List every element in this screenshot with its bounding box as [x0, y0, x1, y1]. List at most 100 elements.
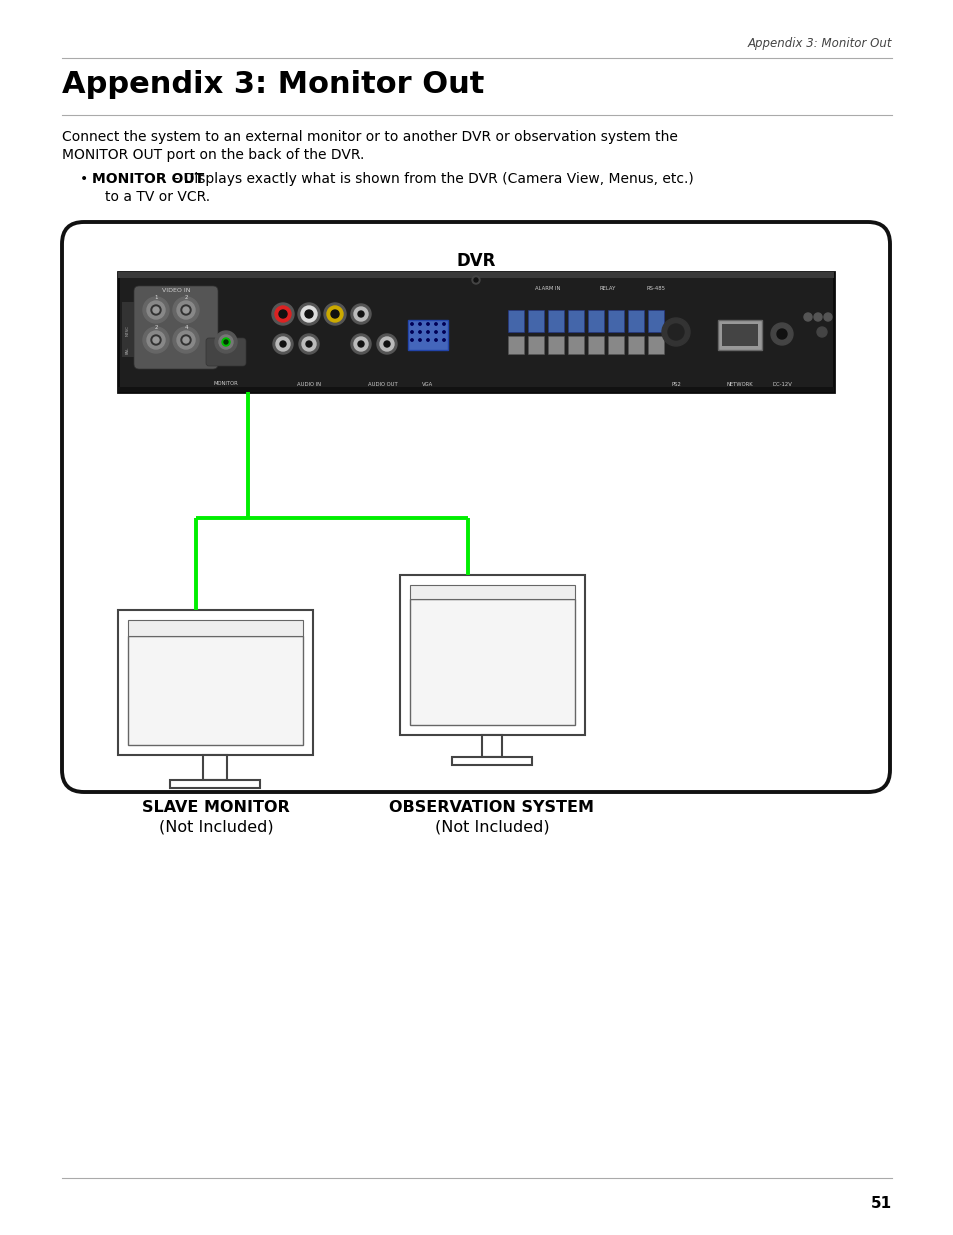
Text: 2: 2 — [184, 295, 188, 300]
Circle shape — [324, 303, 346, 325]
Circle shape — [147, 331, 165, 350]
Circle shape — [813, 312, 821, 321]
Circle shape — [272, 303, 294, 325]
Bar — [647, 336, 663, 354]
Circle shape — [379, 337, 394, 351]
Circle shape — [435, 338, 436, 341]
Circle shape — [151, 335, 161, 345]
Bar — [203, 755, 227, 781]
Bar — [399, 576, 584, 735]
Bar — [587, 336, 603, 354]
Circle shape — [305, 310, 313, 317]
Circle shape — [770, 324, 792, 345]
Circle shape — [816, 327, 826, 337]
Bar — [410, 599, 575, 725]
Circle shape — [143, 327, 169, 353]
Bar — [128, 620, 303, 636]
Circle shape — [177, 301, 194, 319]
Circle shape — [224, 340, 228, 345]
Circle shape — [151, 305, 161, 315]
Bar — [527, 336, 543, 354]
Circle shape — [426, 338, 429, 341]
Text: - Displays exactly what is shown from the DVR (Camera View, Menus, etc.): - Displays exactly what is shown from th… — [170, 172, 693, 186]
Text: 2: 2 — [154, 325, 157, 330]
Bar — [647, 310, 663, 332]
Text: DVR: DVR — [456, 252, 496, 270]
Circle shape — [181, 335, 191, 345]
Circle shape — [172, 296, 199, 324]
Text: NETWORK: NETWORK — [726, 382, 753, 387]
Circle shape — [172, 327, 199, 353]
Circle shape — [418, 338, 421, 341]
Circle shape — [418, 331, 421, 333]
Bar — [547, 310, 563, 332]
Bar — [452, 757, 532, 764]
Circle shape — [214, 331, 236, 353]
Circle shape — [183, 337, 189, 343]
Circle shape — [376, 333, 396, 354]
Circle shape — [327, 306, 343, 322]
Text: VIDEO IN: VIDEO IN — [162, 288, 190, 293]
Text: RS-485: RS-485 — [646, 287, 665, 291]
Circle shape — [351, 304, 371, 324]
Circle shape — [152, 337, 159, 343]
Bar — [408, 320, 448, 350]
Circle shape — [219, 335, 233, 350]
Text: MONITOR OUT: MONITOR OUT — [91, 172, 204, 186]
Bar — [721, 324, 758, 346]
Bar — [118, 272, 833, 278]
Bar — [527, 310, 543, 332]
Bar — [567, 310, 583, 332]
Circle shape — [302, 337, 315, 351]
Bar — [507, 336, 523, 354]
Text: MONITOR: MONITOR — [213, 382, 238, 387]
Bar — [410, 585, 575, 599]
Text: Appendix 3: Monitor Out: Appendix 3: Monitor Out — [62, 70, 484, 99]
Text: 1: 1 — [154, 295, 157, 300]
Text: ALARM IN: ALARM IN — [535, 287, 560, 291]
Circle shape — [435, 331, 436, 333]
Bar — [607, 310, 623, 332]
Circle shape — [331, 310, 338, 317]
Circle shape — [351, 333, 371, 354]
Text: 4: 4 — [184, 325, 188, 330]
Bar — [627, 310, 643, 332]
Circle shape — [474, 278, 477, 282]
Circle shape — [803, 312, 811, 321]
Circle shape — [222, 338, 230, 346]
Circle shape — [442, 338, 445, 341]
Text: OBSERVATION SYSTEM: OBSERVATION SYSTEM — [389, 800, 594, 815]
Circle shape — [273, 333, 293, 354]
Text: Appendix 3: Monitor Out: Appendix 3: Monitor Out — [747, 37, 891, 49]
Text: to a TV or VCR.: to a TV or VCR. — [105, 190, 210, 204]
Circle shape — [411, 322, 413, 325]
Bar — [547, 336, 563, 354]
Text: 51: 51 — [870, 1195, 891, 1212]
Text: SLAVE MONITOR: SLAVE MONITOR — [142, 800, 290, 815]
Circle shape — [418, 322, 421, 325]
Text: PS2: PS2 — [670, 382, 680, 387]
Circle shape — [472, 275, 479, 284]
Circle shape — [442, 331, 445, 333]
Text: Connect the system to an external monitor or to another DVR or observation syste: Connect the system to an external monito… — [62, 130, 678, 144]
Circle shape — [301, 306, 316, 322]
Circle shape — [411, 338, 413, 341]
Text: (Not Included): (Not Included) — [435, 819, 549, 834]
Text: (Not Included): (Not Included) — [158, 819, 273, 834]
Bar — [118, 272, 833, 391]
Circle shape — [298, 333, 318, 354]
Circle shape — [384, 341, 390, 347]
Circle shape — [442, 322, 445, 325]
FancyBboxPatch shape — [206, 338, 246, 366]
Circle shape — [183, 308, 189, 312]
Circle shape — [306, 341, 312, 347]
Circle shape — [354, 337, 368, 351]
Bar — [627, 336, 643, 354]
Text: RELAY: RELAY — [599, 287, 616, 291]
Text: NTSC: NTSC — [126, 325, 130, 336]
Bar — [122, 303, 133, 357]
Circle shape — [823, 312, 831, 321]
Circle shape — [278, 310, 287, 317]
Bar — [507, 310, 523, 332]
Text: AUDIO IN: AUDIO IN — [296, 382, 320, 387]
